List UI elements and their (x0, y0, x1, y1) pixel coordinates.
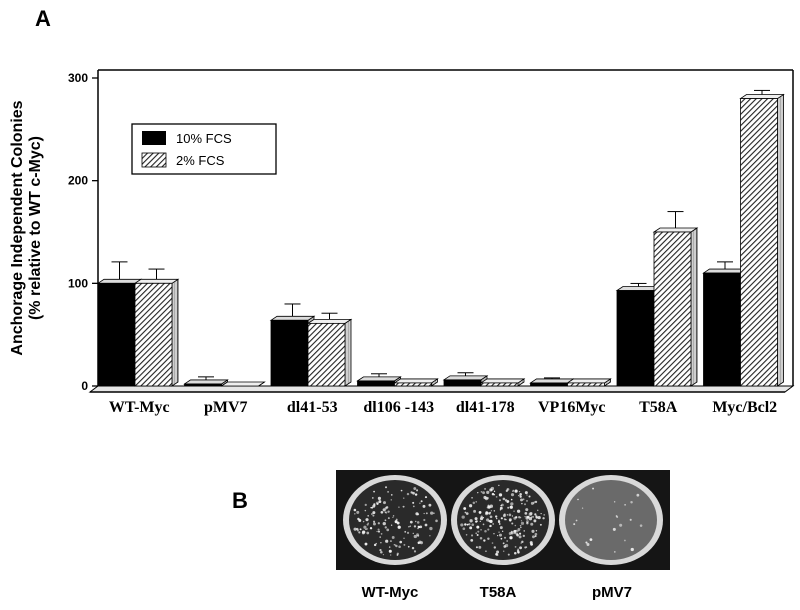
legend-swatch-10fcs (142, 131, 166, 145)
bar-vp16myc-2-fcs-front (567, 382, 605, 387)
legend-label-10fcs: 10% FCS (176, 131, 232, 146)
bar-dl41-178-2-fcs-top (479, 378, 526, 384)
bar-dl106-143-2-fcs (393, 378, 439, 387)
y-axis-title-line1: Anchorage Independent Colonies (9, 100, 26, 355)
bar-myc-bcl2-2-fcs (739, 89, 785, 387)
bar-wt-myc-2-fcs (133, 268, 180, 387)
bar-myc-bcl2-10-fcs-front (703, 272, 741, 387)
plate-pmv7 (559, 475, 663, 565)
y-tick-label: 300 (68, 71, 88, 85)
y-tick-label: 200 (68, 174, 88, 188)
plot-floor (88, 385, 795, 393)
bar-vp16myc-10-fcs-top (529, 378, 575, 384)
bar-dl41-53-10-fcs (269, 303, 316, 387)
legend: 10% FCS 2% FCS (131, 123, 277, 175)
bar-vp16myc-10-fcs-front (530, 382, 568, 387)
category-label-wt-myc: WT-Myc (109, 399, 170, 416)
bar-dl41-178-10-fcs-top (442, 375, 489, 381)
bar-dl41-53-10-fcs-front (270, 319, 309, 387)
plate-t58a-agar (457, 480, 549, 560)
category-label-dl106-143: dl106 -143 (363, 399, 434, 416)
plate-wt-myc-colonies (353, 486, 438, 556)
bar-wt-myc-10-fcs-top (96, 278, 143, 284)
plate-label-t58a: T58A (480, 584, 517, 601)
bar-pmv7-10-fcs-top (183, 379, 229, 385)
category-label-pmv7: pMV7 (204, 399, 248, 416)
bar-wt-myc-2-fcs-top (133, 278, 180, 284)
bar-pmv7-10-fcs-front (184, 383, 222, 387)
category-labels: WT-Myc pMV7 dl41-53 dl106 -143 dl41-178 VP16M… (109, 399, 777, 416)
bar-t58a-10-fcs-front (616, 290, 655, 387)
category-label-t58a: T58A (639, 399, 678, 416)
bar-dl106-143-2-fcs-top (393, 378, 439, 384)
bar-t58a-2-fcs (652, 211, 699, 387)
bar-dl41-53-2-fcs (306, 312, 353, 387)
legend-swatch-2fcs (141, 152, 167, 168)
bar-t58a-2-fcs-top (652, 227, 699, 233)
bar-dl41-53-2-fcs-front (307, 322, 346, 387)
bar-wt-myc-10-fcs (96, 261, 143, 387)
bar-pmv7-2-fcs-top (220, 381, 266, 387)
y-axis-title-line2: (% relative to WT c-Myc) (27, 136, 44, 320)
bar-dl106-143-10-fcs-top (356, 376, 402, 382)
bar-vp16myc-2-fcs-top (566, 378, 612, 384)
y-tick-label: 0 (81, 379, 88, 393)
y-ticks: 0 100 200 300 (68, 71, 98, 393)
bar-t58a-2-fcs-front (653, 231, 692, 387)
plates-photo (336, 470, 670, 570)
bars (96, 89, 785, 387)
bar-t58a-2-fcs-side (690, 227, 698, 387)
panel-b-label: B (232, 488, 248, 513)
bar-pmv7-2-fcs (220, 381, 266, 387)
plate-label-pmv7: pMV7 (592, 584, 632, 601)
category-label-myc-bcl2: Myc/Bcl2 (712, 399, 777, 416)
plate-label-wt-myc: WT-Myc (362, 584, 419, 601)
bar-dl41-178-10-fcs-front (443, 379, 482, 387)
plate-pmv7-agar (565, 480, 657, 560)
bar-dl106-143-10-fcs (356, 373, 402, 387)
bar-dl106-143-10-fcs-front (357, 380, 395, 387)
bar-vp16myc-10-fcs (529, 377, 575, 387)
category-label-dl41-53: dl41-53 (287, 399, 338, 416)
plot-area: 0 100 200 300 WT-Myc pMV7 dl41-53 dl106 -143 dl… (68, 69, 795, 416)
bar-vp16myc-2-fcs (566, 378, 612, 387)
bar-dl41-178-2-fcs (479, 378, 526, 387)
bar-dl41-53-2-fcs-top (306, 318, 353, 324)
bar-myc-bcl2-2-fcs-top (739, 94, 785, 99)
bar-myc-bcl2-10-fcs (702, 261, 748, 387)
bar-dl41-178-10-fcs (442, 372, 489, 387)
legend-label-2fcs: 2% FCS (176, 153, 225, 168)
bar-t58a-10-fcs-top (615, 286, 662, 291)
bar-myc-bcl2-10-fcs-top (702, 268, 748, 274)
bar-t58a-10-fcs (615, 282, 662, 387)
bar-dl106-143-2-fcs-front (394, 382, 432, 387)
category-label-vp16myc: VP16Myc (538, 399, 606, 416)
plate-wt-myc (343, 475, 447, 565)
bar-myc-bcl2-2-fcs-side (777, 93, 784, 387)
category-label-dl41-178: dl41-178 (456, 399, 515, 416)
bar-wt-myc-2-fcs-front (134, 282, 173, 387)
panel-a-label: A (35, 6, 51, 31)
plate-pmv7-colonies (573, 487, 643, 553)
bar-dl41-178-2-fcs-front (480, 382, 519, 387)
plate-t58a (451, 475, 555, 565)
bar-myc-bcl2-2-fcs-front (740, 98, 778, 387)
plate-t58a-colonies (460, 484, 546, 557)
y-tick-label: 100 (68, 276, 88, 290)
bar-dl41-53-2-fcs-side (344, 318, 352, 387)
bar-wt-myc-10-fcs-front (97, 282, 136, 387)
plate-wt-myc-agar (349, 480, 441, 560)
bar-dl41-53-10-fcs-top (269, 315, 316, 321)
y-axis-title: Anchorage Independent Colonies (% relati… (9, 100, 44, 355)
bar-pmv7-10-fcs (183, 376, 229, 387)
bar-wt-myc-2-fcs-side (171, 278, 179, 387)
